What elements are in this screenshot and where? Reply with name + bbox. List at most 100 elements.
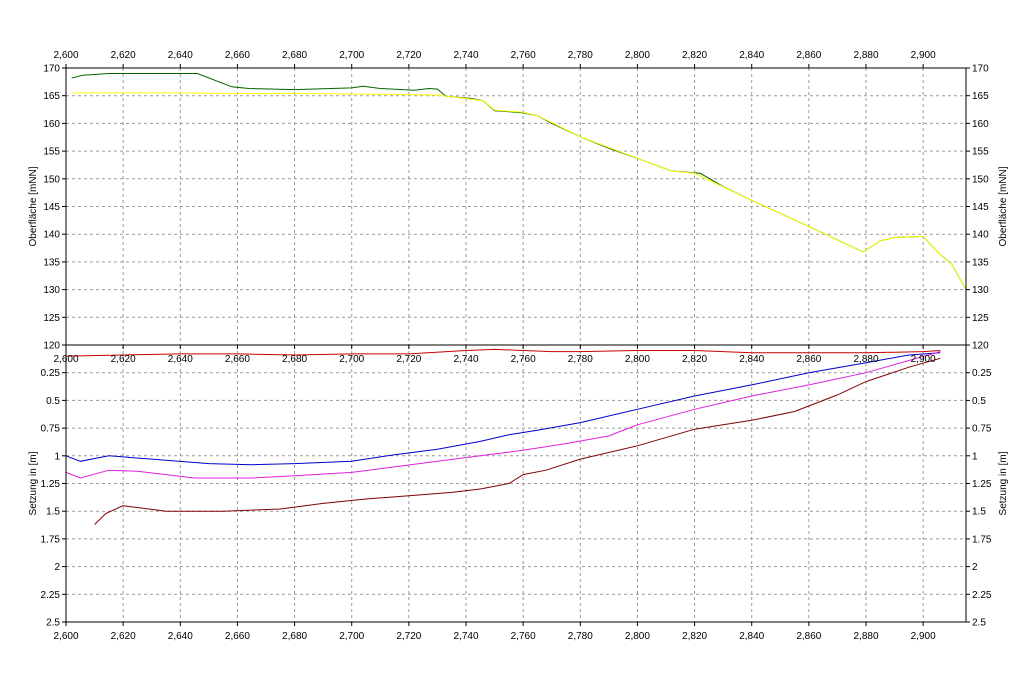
y-tick-label-left: 150 [43, 174, 60, 185]
x-tick-label: 2,640 [168, 50, 193, 61]
y-tick-label-right: 1.5 [972, 507, 986, 518]
x-tick-label: 2,840 [739, 631, 764, 642]
y-tick-label-right: 2.25 [972, 590, 992, 601]
x-tick-label: 2,780 [568, 631, 593, 642]
y-axis-label-right: Setzung in [m] [998, 451, 1009, 515]
x-tick-label: 2,860 [796, 354, 821, 365]
x-tick-label: 2,620 [111, 631, 136, 642]
y-tick-label-left: 125 [43, 313, 60, 324]
series-line-1-3 [94, 357, 941, 525]
x-tick-label: 2,800 [625, 354, 650, 365]
x-tick-label: 2,600 [53, 631, 78, 642]
y-tick-label-left: 1 [54, 451, 60, 462]
x-tick-label: 2,840 [739, 354, 764, 365]
y-tick-label-right: 1.75 [972, 534, 992, 545]
x-tick-label: 2,760 [511, 354, 536, 365]
series-line-1-1 [65, 352, 941, 466]
x-tick-label: 2,720 [396, 354, 421, 365]
y-tick-label-right: 130 [972, 285, 989, 296]
x-tick-label: 2,780 [568, 354, 593, 365]
x-tick-label: 2,680 [282, 631, 307, 642]
y-tick-label-right: 1 [972, 451, 978, 462]
y-tick-label-left: 130 [43, 285, 60, 296]
x-tick-label: 2,620 [111, 354, 136, 365]
y-tick-label-right: 160 [972, 119, 989, 130]
y-tick-label-left: 160 [43, 119, 60, 130]
x-tick-label: 2,800 [625, 50, 650, 61]
x-tick-label: 2,680 [282, 354, 307, 365]
x-tick-label: 2,820 [682, 354, 707, 365]
x-tick-label: 2,600 [53, 354, 78, 365]
x-tick-label: 2,820 [682, 50, 707, 61]
x-tick-label: 2,660 [225, 50, 250, 61]
y-tick-label-right: 135 [972, 257, 989, 268]
y-tick-label-right: 0.25 [972, 368, 992, 379]
series-layer [65, 73, 967, 525]
x-tick-label: 2,900 [911, 50, 936, 61]
y-tick-label-right: 2 [972, 562, 978, 573]
x-tick-label: 2,760 [511, 50, 536, 61]
axes-layer: 2,600 2,620 2,640 2,660 2,680 2,700 2,720 2,740… [28, 50, 1009, 642]
y-tick-label-left: 170 [43, 64, 60, 75]
series-line-0-1 [71, 92, 967, 290]
x-tick-label: 2,660 [225, 631, 250, 642]
series-line-1-2 [65, 351, 941, 479]
y-tick-label-right: 0.75 [972, 424, 992, 435]
y-tick-label-right: 170 [972, 64, 989, 75]
x-tick-label: 2,880 [853, 50, 878, 61]
x-tick-label: 2,700 [339, 631, 364, 642]
x-tick-label: 2,740 [453, 354, 478, 365]
x-tick-label: 2,860 [796, 631, 821, 642]
x-tick-label: 2,880 [853, 354, 878, 365]
y-tick-label-left: 2.5 [46, 618, 60, 629]
x-tick-label: 2,860 [796, 50, 821, 61]
y-tick-label-right: 120 [972, 341, 989, 352]
y-tick-label-left: 2 [54, 562, 60, 573]
y-tick-label-left: 1.25 [41, 479, 61, 490]
grid-layer [66, 68, 966, 622]
x-tick-label: 2,620 [111, 50, 136, 61]
y-tick-label-right: 165 [972, 91, 989, 102]
x-tick-label: 2,600 [53, 50, 78, 61]
series-line-0-0 [71, 73, 967, 290]
y-tick-label-left: 145 [43, 202, 60, 213]
series-line-1-0 [65, 348, 941, 357]
y-tick-label-left: 1.75 [41, 534, 61, 545]
x-tick-label: 2,800 [625, 631, 650, 642]
x-tick-label: 2,880 [853, 631, 878, 642]
x-tick-label: 2,640 [168, 631, 193, 642]
x-tick-label: 2,820 [682, 631, 707, 642]
y-tick-label-left: 155 [43, 147, 60, 158]
x-tick-label: 2,700 [339, 50, 364, 61]
x-tick-label: 2,740 [453, 50, 478, 61]
x-tick-label: 2,700 [339, 354, 364, 365]
y-tick-label-right: 1.25 [972, 479, 992, 490]
y-tick-label-left: 1.5 [46, 507, 60, 518]
y-tick-label-left: 140 [43, 230, 60, 241]
x-tick-label: 2,900 [911, 354, 936, 365]
y-tick-label-left: 135 [43, 257, 60, 268]
y-tick-label-right: 140 [972, 230, 989, 241]
y-tick-label-left: 120 [43, 341, 60, 352]
x-tick-label: 2,680 [282, 50, 307, 61]
x-tick-label: 2,720 [396, 50, 421, 61]
y-tick-label-left: 0.75 [41, 424, 61, 435]
y-tick-label-right: 0.5 [972, 396, 986, 407]
x-tick-label: 2,660 [225, 354, 250, 365]
y-tick-label-right: 145 [972, 202, 989, 213]
x-tick-label: 2,740 [453, 631, 478, 642]
y-tick-label-right: 125 [972, 313, 989, 324]
x-tick-label: 2,780 [568, 50, 593, 61]
y-tick-label-right: 2.5 [972, 618, 986, 629]
y-tick-label-right: 150 [972, 174, 989, 185]
y-axis-label-left: Setzung in [m] [28, 451, 39, 515]
y-tick-label-left: 2.25 [41, 590, 61, 601]
x-tick-label: 2,640 [168, 354, 193, 365]
x-tick-label: 2,840 [739, 50, 764, 61]
y-axis-label-right: Oberfläche [mNN] [998, 166, 1009, 246]
y-tick-label-right: 155 [972, 147, 989, 158]
y-tick-label-left: 165 [43, 91, 60, 102]
x-tick-label: 2,900 [911, 631, 936, 642]
